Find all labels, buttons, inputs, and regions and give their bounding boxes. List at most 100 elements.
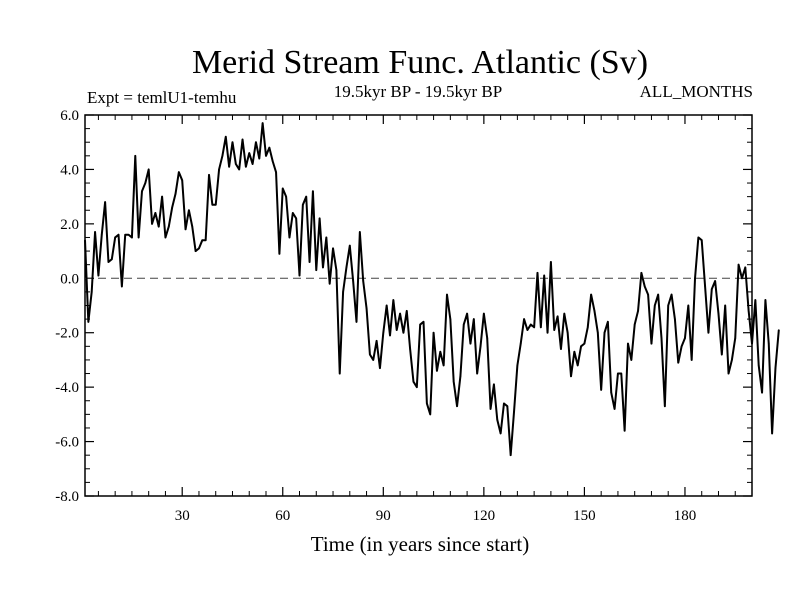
data-point	[529, 323, 532, 326]
data-point	[469, 342, 472, 345]
data-point	[174, 193, 177, 195]
data-point	[627, 342, 629, 345]
data-point	[97, 274, 100, 277]
series-line	[84, 122, 780, 457]
data-point	[198, 247, 200, 250]
data-point	[141, 190, 143, 192]
data-point	[566, 331, 569, 334]
data-point	[714, 280, 716, 282]
y-tick-label: 0.0	[60, 271, 79, 287]
y-tick-label: 2.0	[60, 217, 79, 233]
data-point	[302, 204, 304, 206]
data-point	[395, 329, 398, 331]
data-point	[778, 329, 780, 331]
data-point	[533, 326, 535, 329]
data-point	[228, 165, 230, 168]
data-point	[426, 402, 428, 405]
data-point	[509, 454, 512, 456]
data-point	[744, 266, 747, 269]
data-point	[603, 331, 606, 334]
data-point	[90, 291, 93, 293]
data-point	[607, 321, 609, 323]
data-point	[385, 304, 388, 307]
data-point	[218, 168, 220, 171]
data-point	[543, 274, 545, 277]
data-point	[483, 312, 485, 315]
data-point	[493, 383, 495, 386]
data-point	[513, 410, 515, 413]
data-point	[600, 389, 602, 391]
data-point	[576, 364, 579, 367]
data-point	[516, 364, 519, 367]
y-tick-label: -4.0	[55, 380, 79, 396]
data-point	[402, 331, 405, 334]
data-point	[104, 201, 106, 203]
data-point	[164, 236, 167, 239]
data-point	[754, 299, 757, 301]
data-point	[717, 312, 720, 315]
data-point	[446, 293, 448, 296]
data-point	[151, 223, 153, 225]
data-point	[167, 225, 170, 228]
data-point	[191, 225, 194, 228]
data-point	[660, 337, 663, 339]
data-point	[335, 269, 338, 271]
period-label: 19.5kyr BP - 19.5kyr BP	[334, 82, 502, 101]
data-point	[643, 285, 646, 288]
data-point	[392, 299, 395, 301]
data-point	[553, 329, 556, 331]
data-point	[556, 315, 559, 318]
data-point	[147, 168, 150, 171]
data-point	[204, 239, 207, 241]
data-point	[399, 312, 401, 315]
data-point	[436, 370, 438, 372]
data-point	[439, 350, 442, 353]
data-point	[590, 293, 592, 296]
x-tick-label: 120	[473, 508, 496, 524]
data-point	[586, 326, 589, 329]
data-point	[208, 174, 210, 176]
data-point	[647, 293, 649, 296]
data-point	[137, 236, 140, 239]
data-point	[332, 247, 334, 250]
data-point	[640, 272, 643, 274]
data-point	[318, 217, 321, 220]
data-point	[238, 168, 240, 171]
data-point	[496, 419, 499, 421]
data-point	[265, 155, 267, 157]
data-point	[570, 375, 572, 378]
data-point	[580, 345, 582, 348]
data-point	[412, 380, 415, 383]
data-point	[84, 239, 86, 241]
data-point	[355, 321, 358, 323]
data-point	[697, 236, 700, 239]
experiment-label: Expt = temlU1-temhu	[87, 88, 237, 107]
data-point	[157, 225, 160, 228]
data-point	[499, 432, 502, 435]
data-point	[405, 310, 408, 312]
data-point	[409, 348, 411, 350]
data-point	[650, 342, 653, 345]
data-point	[268, 146, 271, 149]
data-point	[362, 280, 365, 282]
data-point	[449, 318, 452, 320]
data-point	[670, 293, 673, 296]
data-point	[100, 233, 103, 236]
data-point	[275, 171, 277, 173]
data-point	[144, 182, 147, 184]
data-point	[466, 312, 468, 315]
data-point	[359, 231, 361, 233]
data-point	[281, 187, 284, 190]
data-point	[597, 331, 599, 334]
data-point	[751, 342, 753, 345]
data-point	[523, 318, 525, 320]
data-point	[231, 141, 234, 144]
data-point	[325, 236, 328, 239]
data-point	[489, 408, 492, 410]
data-point	[429, 413, 432, 416]
data-point	[456, 405, 458, 407]
data-point	[131, 236, 133, 239]
data-point	[328, 282, 331, 285]
data-point	[721, 353, 723, 356]
data-point	[117, 233, 120, 236]
